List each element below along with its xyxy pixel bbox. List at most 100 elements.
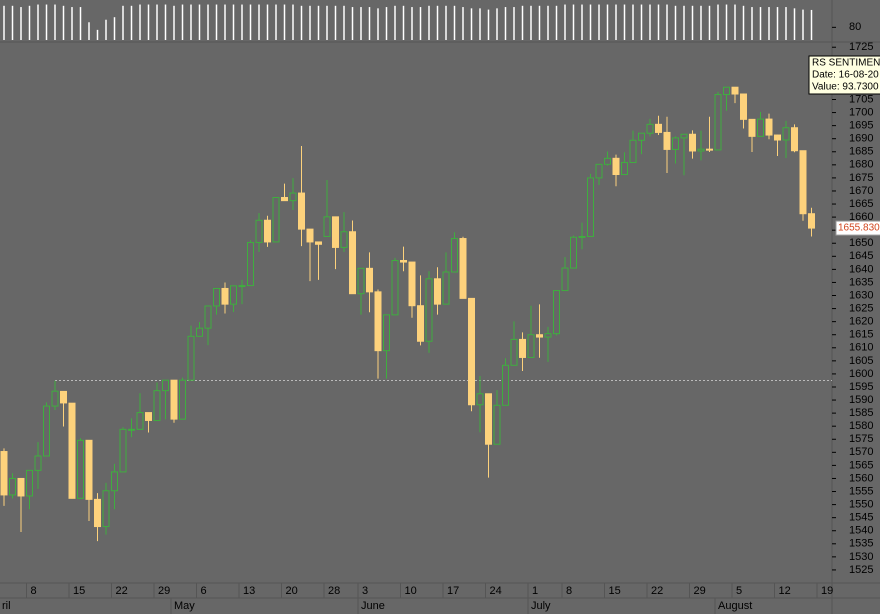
candle-body	[17, 477, 25, 497]
y-tick-label: 1620	[849, 316, 873, 328]
candle-body	[366, 267, 373, 293]
candle-body	[536, 334, 543, 338]
y-tick-label: 1680	[849, 159, 873, 171]
candle-body	[196, 327, 203, 337]
candle-body	[425, 278, 433, 342]
candle-body	[731, 86, 739, 95]
candle-body	[417, 305, 424, 342]
candle-body	[400, 259, 407, 263]
candle-body	[468, 297, 475, 406]
x-tick-label: 13	[243, 585, 255, 597]
candle-body	[340, 231, 348, 248]
last-price-flag	[835, 220, 880, 236]
candle-body	[697, 148, 705, 152]
candle-body	[451, 238, 458, 273]
candle-body	[204, 305, 212, 329]
candle-body	[264, 219, 271, 243]
candle-body	[740, 93, 747, 120]
y-tick-label: 1610	[849, 342, 873, 354]
candle-body	[306, 228, 314, 243]
y-tick-label: 1670	[849, 185, 873, 197]
candle-body	[230, 285, 237, 305]
candle-body	[349, 231, 356, 295]
y-tick-label: 1530	[849, 551, 873, 563]
y-tick-label: 1545	[849, 512, 873, 524]
candle-body	[255, 219, 263, 243]
candle-body	[323, 216, 331, 237]
candle-body	[281, 197, 288, 202]
candle-body	[94, 498, 101, 528]
candle-body	[238, 285, 246, 288]
candle-body	[459, 238, 467, 299]
candle-body	[153, 390, 161, 421]
candle-body	[136, 412, 144, 430]
x-tick-label: 10	[405, 585, 417, 597]
x-tick-label: 8	[566, 585, 572, 597]
candle-body	[383, 314, 390, 352]
x-tick-label: 15	[73, 585, 85, 597]
candle-body	[604, 157, 611, 165]
candle-body	[315, 241, 322, 245]
y-tick-label: 1585	[849, 407, 873, 419]
x-tick-label: 22	[116, 585, 128, 597]
candle-body	[43, 405, 50, 457]
y-tick-label: 1660	[849, 211, 873, 223]
last-price-label: 1655.830	[838, 223, 880, 234]
y-tick-label: 1695	[849, 120, 873, 132]
y-tick-label: 1635	[849, 276, 873, 288]
candle-body	[391, 259, 399, 316]
x-tick-label: 17	[447, 585, 459, 597]
candle-body	[442, 271, 450, 305]
x-tick-label: 24	[490, 585, 502, 597]
candle-body	[714, 94, 722, 151]
candle-body	[621, 161, 628, 176]
candle-body	[119, 428, 127, 473]
x-tick-label: 22	[651, 585, 663, 597]
candle-body	[493, 404, 501, 445]
candle-body	[272, 197, 280, 243]
indicator-tick-label: 80	[849, 21, 861, 33]
candle-body	[77, 439, 84, 499]
candle-body	[502, 364, 509, 406]
candle-body	[221, 287, 229, 305]
y-tick-label: 1590	[849, 394, 873, 406]
y-tick-label: 1640	[849, 263, 873, 275]
candle-body	[179, 379, 186, 420]
candle-body	[655, 123, 662, 133]
candle-body	[672, 137, 679, 150]
candle-body	[544, 333, 552, 338]
x-tick-label: 19	[821, 585, 833, 597]
y-tick-label: 1535	[849, 538, 873, 550]
y-tick-label: 1565	[849, 459, 873, 471]
x-tick-label: 3	[362, 585, 368, 597]
y-tick-label: 1525	[849, 564, 873, 576]
candle-body	[570, 236, 577, 269]
candle-body	[128, 428, 135, 431]
candle-body	[578, 235, 586, 238]
y-tick-label: 1625	[849, 302, 873, 314]
x-tick-label: 28	[328, 585, 340, 597]
candle-body	[0, 451, 8, 496]
candle-body	[587, 177, 594, 237]
x-tick-label: 20	[286, 585, 298, 597]
y-tick-label: 1690	[849, 133, 873, 145]
candle-body	[689, 133, 696, 152]
candle-body	[663, 131, 671, 150]
candle-body	[332, 216, 339, 248]
candle-body	[485, 393, 492, 445]
y-tick-label: 1685	[849, 146, 873, 158]
candle-body	[187, 335, 195, 381]
candle-body	[612, 157, 620, 176]
candle-body	[723, 86, 730, 96]
candle-body	[9, 477, 16, 496]
candle-body	[799, 150, 807, 215]
y-tick-label: 1560	[849, 472, 873, 484]
candle-body	[68, 402, 76, 499]
candle-body	[476, 393, 484, 406]
y-tick-label: 1705	[849, 93, 873, 105]
x-tick-label: 29	[694, 585, 706, 597]
y-tick-label: 1595	[849, 381, 873, 393]
y-tick-label: 1675	[849, 172, 873, 184]
x-tick-label: 29	[158, 585, 170, 597]
